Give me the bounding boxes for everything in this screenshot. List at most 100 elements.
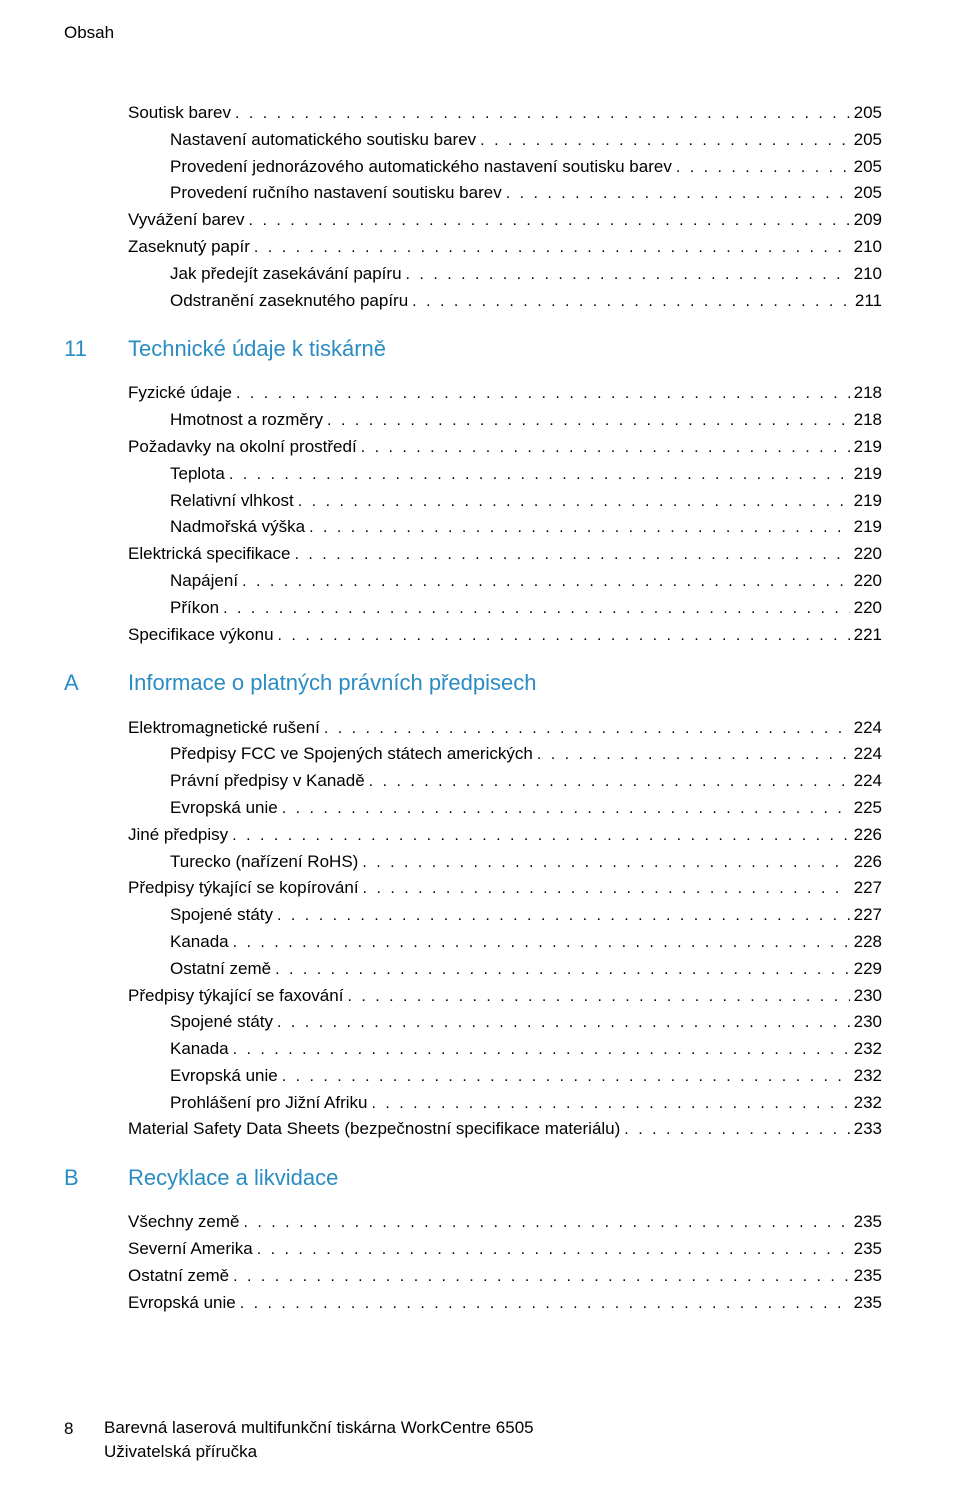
- toc-entry-label: Kanada: [170, 929, 229, 955]
- toc-section-title: Recyklace a likvidace: [128, 1161, 338, 1195]
- toc-entry-page: 226: [854, 849, 882, 875]
- toc-entry-page: 220: [854, 595, 882, 621]
- toc-entry: Zaseknutý papír210: [64, 234, 882, 261]
- toc-entry: Provedení ručního nastavení soutisku bar…: [64, 180, 882, 207]
- toc-entry: Nadmořská výška219: [64, 514, 882, 541]
- toc-section-heading: AInformace o platných právních předpisec…: [64, 666, 882, 700]
- toc-leader-dots: [480, 129, 849, 154]
- footer-page-number: 8: [64, 1416, 104, 1442]
- toc-entry-page: 205: [854, 127, 882, 153]
- toc-entry: Evropská unie 235: [64, 1290, 882, 1317]
- toc-entry-page: 219: [854, 488, 882, 514]
- toc-entry: Předpisy týkající se kopírování227: [64, 875, 882, 902]
- toc-entry-label: Elektrická specifikace: [128, 541, 291, 567]
- toc-leader-dots: [244, 1211, 850, 1236]
- toc-leader-dots: [362, 851, 849, 876]
- toc-entry-page: 210: [854, 261, 882, 287]
- toc-entry-label: Evropská unie: [128, 1290, 236, 1316]
- toc-entry-page: 225: [854, 795, 882, 821]
- toc-leader-dots: [278, 624, 850, 649]
- toc-entry-page: 227: [854, 875, 882, 901]
- toc-entry-label: Spojené státy: [170, 902, 273, 928]
- toc-entry: Spojené státy 227: [64, 902, 882, 929]
- toc-entry-label: Severní Amerika: [128, 1236, 253, 1262]
- toc-leader-dots: [361, 436, 850, 461]
- toc-entry: Evropská unie232: [64, 1063, 882, 1090]
- toc-entry: Napájení220: [64, 568, 882, 595]
- toc-entry-page: 233: [854, 1116, 882, 1142]
- toc-entry-page: 218: [854, 380, 882, 406]
- toc-entry: Teplota219: [64, 461, 882, 488]
- toc-entry-label: Turecko (nařízení RoHS): [170, 849, 358, 875]
- toc-entry-page: 205: [854, 154, 882, 180]
- toc-entry-page: 230: [854, 1009, 882, 1035]
- toc-leader-dots: [406, 263, 850, 288]
- toc-leader-dots: [282, 1065, 850, 1090]
- toc-entry-label: Material Safety Data Sheets (bezpečnostn…: [128, 1116, 620, 1142]
- toc-entry: Příkon220: [64, 595, 882, 622]
- page-header: Obsah: [64, 20, 114, 46]
- toc-leader-dots: [295, 543, 850, 568]
- toc-entry-label: Soutisk barev: [128, 100, 231, 126]
- toc-entry-label: Vyvážení barev: [128, 207, 245, 233]
- toc-entry: Kanada232: [64, 1036, 882, 1063]
- header-title: Obsah: [64, 23, 114, 42]
- toc-entry-label: Předpisy FCC ve Spojených státech americ…: [170, 741, 533, 767]
- toc-entry-page: 224: [854, 768, 882, 794]
- toc-section-number: 11: [64, 332, 128, 366]
- toc-leader-dots: [277, 904, 850, 929]
- toc-entry-label: Zaseknutý papír: [128, 234, 250, 260]
- toc-leader-dots: [624, 1118, 849, 1143]
- toc-leader-dots: [324, 717, 850, 742]
- toc-entry-label: Nadmořská výška: [170, 514, 305, 540]
- toc-entry: Vyvážení barev209: [64, 207, 882, 234]
- toc-leader-dots: [257, 1238, 850, 1263]
- toc-section-heading: 11Technické údaje k tiskárně: [64, 332, 882, 366]
- toc-entry-page: 205: [854, 100, 882, 126]
- toc-entry-label: Jiné předpisy: [128, 822, 228, 848]
- toc-entry: Hmotnost a rozměry218: [64, 407, 882, 434]
- toc-entry-page: 227: [854, 902, 882, 928]
- toc-entry: Relativní vlhkost 219: [64, 488, 882, 515]
- toc-leader-dots: [254, 236, 850, 261]
- toc-entry-page: 205: [854, 180, 882, 206]
- toc-leader-dots: [537, 743, 850, 768]
- toc-entry-label: Předpisy týkající se faxování: [128, 983, 343, 1009]
- toc-leader-dots: [282, 797, 850, 822]
- toc-section-number: A: [64, 666, 128, 700]
- toc-leader-dots: [236, 382, 850, 407]
- toc-entry: Kanada228: [64, 929, 882, 956]
- toc-entry: Předpisy FCC ve Spojených státech americ…: [64, 741, 882, 768]
- toc-section-number: B: [64, 1161, 128, 1195]
- toc-leader-dots: [233, 1038, 850, 1063]
- toc-leader-dots: [242, 570, 850, 595]
- footer-text: Barevná laserová multifunkční tiskárna W…: [104, 1416, 534, 1464]
- toc-entry-page: 235: [854, 1236, 882, 1262]
- toc-entry: Prohlášení pro Jižní Afriku232: [64, 1090, 882, 1117]
- toc-entry: Předpisy týkající se faxování 230: [64, 983, 882, 1010]
- toc-entry-label: Nastavení automatického soutisku barev: [170, 127, 476, 153]
- page-footer: 8 Barevná laserová multifunkční tiskárna…: [64, 1416, 882, 1464]
- toc-entry-page: 230: [854, 983, 882, 1009]
- toc-leader-dots: [240, 1292, 850, 1317]
- toc-entry-label: Hmotnost a rozměry: [170, 407, 323, 433]
- toc-entry-label: Požadavky na okolní prostředí: [128, 434, 357, 460]
- toc-leader-dots: [275, 958, 850, 983]
- toc-leader-dots: [676, 156, 850, 181]
- toc-section-heading: BRecyklace a likvidace: [64, 1161, 882, 1195]
- toc-entry: Právní předpisy v Kanadě224: [64, 768, 882, 795]
- toc-entry-label: Evropská unie: [170, 1063, 278, 1089]
- toc-entry-label: Relativní vlhkost: [170, 488, 294, 514]
- toc-entry-page: 211: [855, 288, 882, 314]
- toc-leader-dots: [235, 102, 850, 127]
- toc-entry: Material Safety Data Sheets (bezpečnostn…: [64, 1116, 882, 1143]
- footer-line2: Uživatelská příručka: [104, 1440, 534, 1464]
- toc-entry-page: 235: [854, 1263, 882, 1289]
- toc-content: Soutisk barev 205 Nastavení automatického …: [64, 100, 882, 1317]
- toc-entry-label: Jak předejít zasekávání papíru: [170, 261, 402, 287]
- toc-entry: Fyzické údaje218: [64, 380, 882, 407]
- toc-entry-page: 221: [854, 622, 882, 648]
- toc-entry: Ostatní země235: [64, 1263, 882, 1290]
- toc-entry-page: 235: [854, 1290, 882, 1316]
- toc-leader-dots: [298, 490, 850, 515]
